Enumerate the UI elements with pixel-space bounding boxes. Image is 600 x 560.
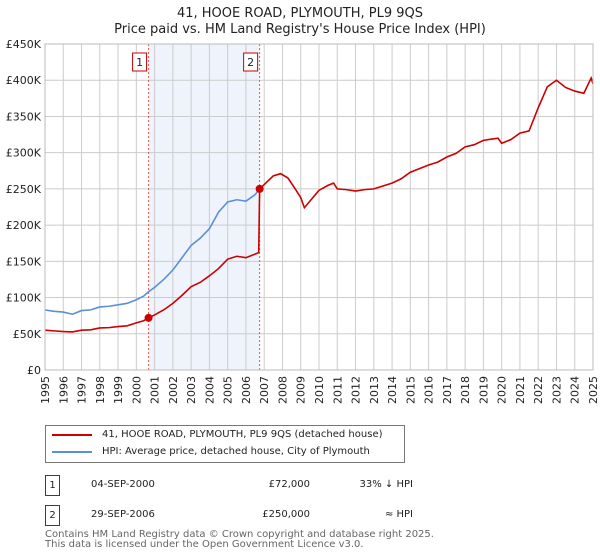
legend-swatch-blue [52, 450, 92, 453]
x-tick-label: 2025 [587, 376, 600, 404]
x-tick-label: 2021 [514, 376, 527, 404]
price-chart: £0 £50K £100K £150K £200K £250K £300K £350K £400… [6, 38, 600, 404]
y-tick-label: £300K [6, 147, 42, 160]
ownership-shading [148, 44, 260, 370]
x-tick-label: 2016 [423, 376, 436, 404]
sale-label-box [243, 52, 259, 72]
x-tick-label: 2009 [295, 376, 308, 404]
x-tick-label: 2005 [222, 376, 235, 404]
x-tick-label: 2022 [532, 376, 545, 404]
footer-licence: This data is licensed under the Open Gov… [45, 539, 364, 550]
y-tick-label: £250K [6, 183, 42, 196]
chart-title: 41, HOOE ROAD, PLYMOUTH, PL9 9QS [176, 6, 424, 21]
x-tick-label: 2010 [313, 376, 326, 404]
sale-label: 2 [247, 56, 254, 69]
x-tick-label: 1998 [94, 376, 107, 404]
x-tick-label: 2007 [258, 376, 271, 404]
sale-label: 1 [136, 56, 143, 69]
x-tick-label: 2004 [203, 376, 216, 404]
transaction-hpi: 33% ↓ HPI [359, 479, 413, 490]
x-tick-label: 2015 [404, 376, 417, 404]
x-tick-label: 2018 [459, 376, 472, 404]
legend-item-hpi: HPI: Average price, detached house, City… [52, 446, 370, 457]
x-tick-label: 2017 [441, 376, 454, 404]
sale-label-box [132, 52, 148, 72]
transaction-date: 04-SEP-2000 [91, 479, 155, 490]
x-tick-label: 1996 [57, 376, 70, 404]
y-tick-label: £450K [6, 38, 42, 51]
x-tick-label: 2003 [185, 376, 198, 404]
transaction-hpi: ≈ HPI [384, 509, 413, 520]
x-tick-label: 2014 [386, 376, 399, 404]
legend: 41, HOOE ROAD, PLYMOUTH, PL9 9QS (detach… [45, 425, 405, 463]
x-tick-label: 2019 [477, 376, 490, 404]
y-tick-label: £0 [27, 364, 41, 377]
x-tick-label: 2000 [130, 376, 143, 404]
x-tick-label: 2020 [496, 376, 509, 404]
legend-label: 41, HOOE ROAD, PLYMOUTH, PL9 9QS (detach… [102, 429, 383, 440]
legend-swatch-red [52, 433, 92, 436]
x-tick-label: 2008 [276, 376, 289, 404]
y-tick-label: £100K [6, 292, 42, 305]
legend-item-property: 41, HOOE ROAD, PLYMOUTH, PL9 9QS (detach… [52, 429, 383, 440]
sale-point [255, 184, 264, 193]
y-tick-label: £50K [13, 328, 42, 341]
footer: Contains HM Land Registry data © Crown c… [45, 530, 434, 550]
legend-label: HPI: Average price, detached house, City… [102, 446, 370, 457]
transaction-date: 29-SEP-2006 [91, 509, 155, 520]
transaction-number: 2 [45, 505, 60, 526]
x-tick-label: 1999 [112, 376, 125, 404]
y-tick-label: £350K [6, 110, 42, 123]
x-tick-label: 2006 [240, 376, 253, 404]
transaction-price: £72,000 [268, 479, 310, 490]
x-tick-label: 1995 [39, 376, 52, 404]
x-tick-label: 2013 [368, 376, 381, 404]
chart-subtitle: Price paid vs. HM Land Registry's House … [114, 22, 486, 37]
y-tick-label: £200K [6, 219, 42, 232]
transaction-number: 1 [45, 475, 60, 496]
footer-copyright: Contains HM Land Registry data © Crown c… [45, 529, 434, 540]
x-tick-label: 2012 [350, 376, 363, 404]
series-line [44, 188, 261, 316]
transaction-row: 1 04-SEP-2000 £72,000 33% ↓ HPI [45, 475, 425, 496]
transaction-row: 2 29-SEP-2006 £250,000 ≈ HPI [45, 505, 425, 526]
plot-frame [44, 43, 594, 371]
x-tick-label: 1997 [76, 376, 89, 404]
x-tick-label: 2011 [331, 376, 344, 404]
sale-point [144, 313, 153, 322]
transaction-price: £250,000 [262, 509, 310, 520]
x-tick-label: 2023 [550, 376, 563, 404]
y-tick-label: £150K [6, 255, 42, 268]
x-tick-label: 2001 [149, 376, 162, 404]
x-tick-label: 2024 [569, 376, 582, 404]
x-tick-label: 2002 [167, 376, 180, 404]
y-tick-label: £400K [6, 74, 42, 87]
